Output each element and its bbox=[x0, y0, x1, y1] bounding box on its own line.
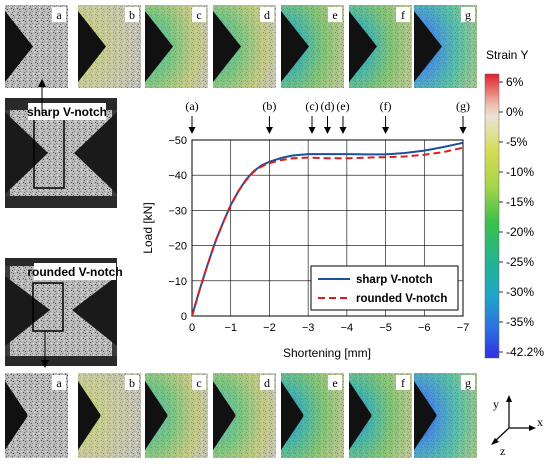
dic-frame-c: c bbox=[145, 5, 208, 88]
frame-letter: f bbox=[401, 8, 405, 22]
colorbar-label: 6% bbox=[506, 75, 524, 89]
colorbar-label: -35% bbox=[506, 315, 534, 329]
frame-letter: d bbox=[264, 8, 270, 22]
frame-letter: g bbox=[465, 8, 471, 22]
colorbar-label: -25% bbox=[506, 255, 534, 269]
dic-frame-e: e bbox=[281, 5, 344, 88]
stage-label: (a) bbox=[185, 99, 198, 113]
x-tick-label: −3 bbox=[302, 322, 315, 334]
x-tick-label: −2 bbox=[263, 322, 276, 334]
stage-label: (e) bbox=[336, 99, 349, 113]
y-tick-label: −30 bbox=[168, 205, 187, 217]
axis-x-label: x bbox=[537, 415, 543, 429]
colorbar-title: Strain Y bbox=[486, 48, 528, 62]
axis-y-label: y bbox=[493, 397, 499, 411]
dic-frame-a: a bbox=[5, 373, 68, 458]
dic-frame-d: d bbox=[213, 5, 276, 88]
dic-frame-e: e bbox=[281, 373, 344, 458]
dic-frame-b: b bbox=[78, 5, 141, 88]
top-image-strip: a b c d e f g bbox=[5, 5, 477, 88]
legend: sharp V-notch rounded V-notch bbox=[310, 265, 459, 311]
frame-letter: d bbox=[264, 376, 270, 390]
dic-frame-c: c bbox=[145, 373, 208, 458]
series-line-sharp bbox=[191, 141, 464, 317]
bottom-image-strip: a b c d e f g bbox=[5, 373, 477, 458]
strain-colorbar: Strain Y 6% 0% -5% -10% -15% -20% -25% -30% -35%… bbox=[484, 48, 544, 359]
colorbar-labels: 6% 0% -5% -10% -15% -20% -25% -30% -35% -42.2% bbox=[499, 75, 544, 359]
stage-arrow-head bbox=[308, 127, 316, 134]
stage-arrow-head bbox=[188, 127, 196, 134]
stage-arrow-head bbox=[459, 127, 467, 134]
frame-letter: e bbox=[332, 376, 337, 390]
series-lines bbox=[191, 141, 464, 317]
x-axis-ticks: 0 −1 −2 −3 −4 −5 −6 −7 bbox=[189, 322, 469, 334]
stage-annotations: (a) (b) (c) (d) (e) (f) (g) bbox=[185, 99, 470, 134]
y-tick-label: 0 bbox=[181, 311, 187, 323]
sharp-notch-label: sharp V-notch bbox=[27, 105, 107, 119]
dic-frame-g: g bbox=[414, 373, 477, 458]
dic-frame-d: d bbox=[213, 373, 276, 458]
x-tick-label: −6 bbox=[418, 322, 431, 334]
stage-label: (g) bbox=[456, 99, 470, 113]
stage-arrow-head bbox=[382, 127, 390, 134]
rounded-notch-label: rounded V-notch bbox=[27, 265, 122, 279]
dic-frame-a: a bbox=[5, 5, 68, 88]
frame-letter: b bbox=[129, 8, 135, 22]
x-tick-label: −5 bbox=[379, 322, 392, 334]
colorbar-label: 0% bbox=[506, 105, 524, 119]
x-axis-label: Shortening [mm] bbox=[283, 346, 371, 360]
colorbar-label: -30% bbox=[506, 285, 534, 299]
frame-letter: c bbox=[196, 376, 201, 390]
axis-z-label: z bbox=[500, 444, 505, 458]
frame-letter: c bbox=[196, 8, 201, 22]
series-line-rounded bbox=[191, 146, 464, 317]
load-shortening-chart: 0−10−20−30−40−50 0 −1 −2 −3 −4 −5 −6 −7 (a) (b)(… bbox=[141, 99, 470, 360]
stage-label: (d) bbox=[321, 99, 335, 113]
frame-letter: a bbox=[56, 376, 62, 390]
colorbar-label: -10% bbox=[506, 165, 534, 179]
colorbar-label: -20% bbox=[506, 225, 534, 239]
x-tick-label: −1 bbox=[224, 322, 237, 334]
dic-frame-f: f bbox=[349, 5, 412, 88]
dic-frame-g: g bbox=[414, 5, 477, 88]
x-tick-label: −7 bbox=[457, 322, 470, 334]
stage-label: (c) bbox=[305, 99, 318, 113]
stage-arrow-head bbox=[265, 127, 273, 134]
y-tick-label: −50 bbox=[168, 135, 187, 147]
stage-arrow-head bbox=[324, 127, 331, 134]
rounded-notch-specimen: rounded V-notch bbox=[5, 258, 123, 366]
frame-letter: a bbox=[56, 8, 62, 22]
dic-frame-f: f bbox=[349, 373, 412, 458]
stage-arrow-head bbox=[339, 127, 347, 134]
y-tick-label: −20 bbox=[168, 241, 187, 253]
sharp-notch-specimen: sharp V-notch bbox=[5, 98, 117, 208]
legend-entry-sharp: sharp V-notch bbox=[356, 274, 433, 286]
stage-label: (b) bbox=[262, 99, 276, 113]
colorbar-label: -42.2% bbox=[506, 345, 544, 359]
dic-frame-b: b bbox=[78, 373, 141, 458]
frame-letter: b bbox=[129, 376, 135, 390]
stage-label: (f) bbox=[380, 99, 392, 113]
frame-letter: f bbox=[401, 376, 405, 390]
y-axis-label: Load [kN] bbox=[141, 202, 155, 253]
x-tick-label: −4 bbox=[341, 322, 354, 334]
colorbar-label: -5% bbox=[506, 135, 528, 149]
frame-letter: g bbox=[465, 376, 471, 390]
y-tick-label: −10 bbox=[168, 276, 187, 288]
x-tick-label: 0 bbox=[189, 322, 195, 334]
colorbar-label: -15% bbox=[506, 195, 534, 209]
legend-entry-rounded: rounded V-notch bbox=[356, 293, 447, 305]
y-tick-label: −40 bbox=[168, 170, 187, 182]
coordinate-axes: y x z bbox=[491, 395, 543, 458]
frame-letter: e bbox=[332, 8, 337, 22]
y-axis-ticks: 0 −10 −20 −30 −40 −50 bbox=[168, 135, 187, 323]
